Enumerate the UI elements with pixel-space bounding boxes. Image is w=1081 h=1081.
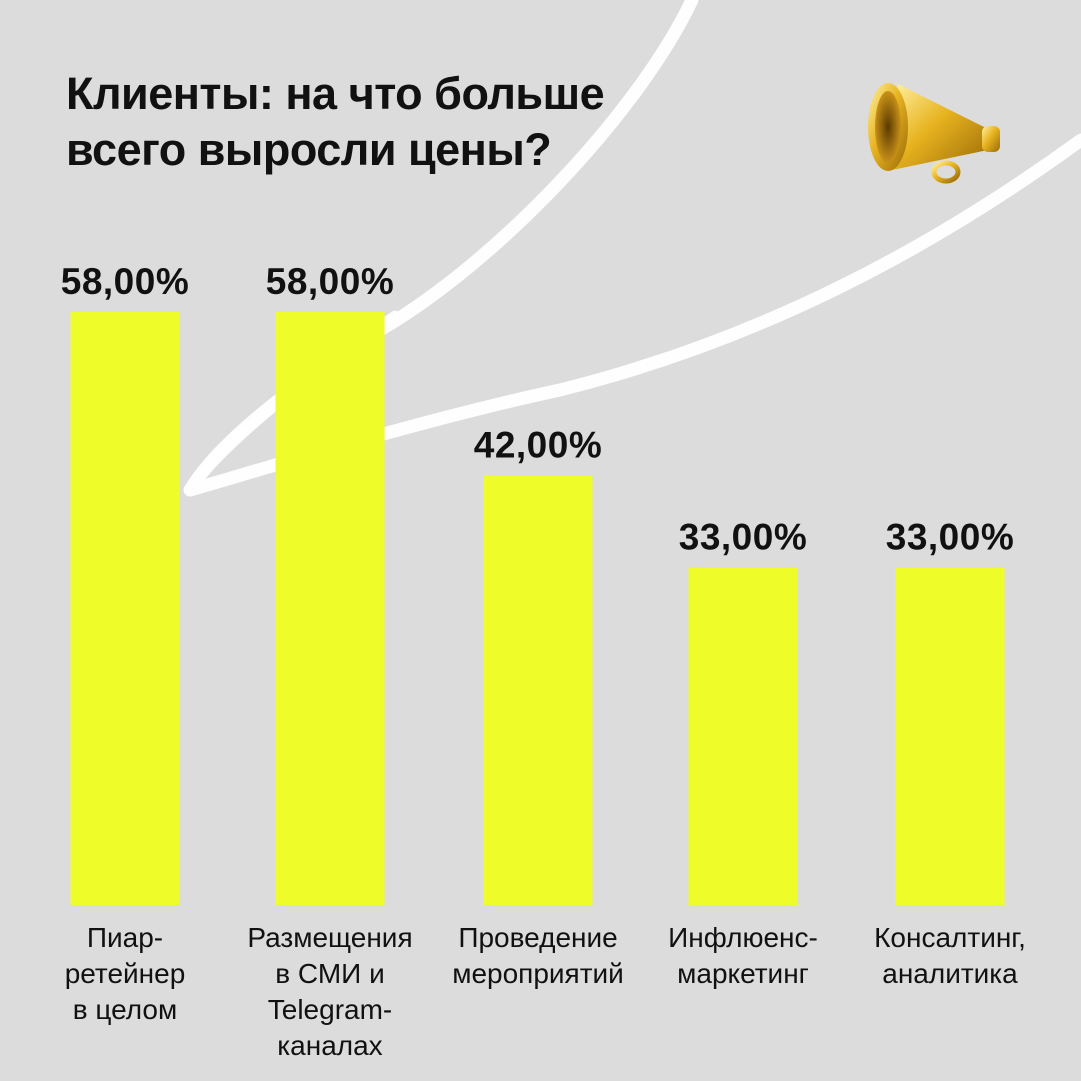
category-label-line: Пиар- — [86, 922, 164, 953]
title-line-1: Клиенты: на что больше — [66, 68, 605, 119]
category-label-2: Размещения в СМИ и Telegram-каналах — [230, 920, 430, 1064]
bar-value-label-3: 42,00% — [474, 425, 603, 466]
bar-value-label-1: 58,00% — [61, 261, 190, 302]
megaphone-icon — [868, 83, 1000, 184]
category-label-1: Пиар-ретейнер в целом — [25, 920, 225, 1028]
bar-value-label-2: 58,00% — [266, 261, 395, 302]
bar-2 — [275, 312, 385, 905]
category-label-line: Консалтинг, — [874, 922, 1026, 953]
category-label-line: Размещения — [247, 922, 413, 953]
category-label-3: Проведение мероприятий — [438, 920, 638, 992]
category-label-4: Инфлюенс-маркетинг — [643, 920, 843, 992]
category-label-line: Проведение — [458, 922, 618, 953]
category-label-line: Telegram- — [267, 994, 393, 1025]
category-label-line: ретейнер — [64, 958, 186, 989]
title-line-2: всего выросли цены? — [66, 124, 552, 175]
category-label-line: в целом — [72, 994, 178, 1025]
category-label-line: Инфлюенс- — [668, 922, 818, 953]
category-label-line: аналитика — [882, 958, 1018, 989]
category-label-line: в СМИ и — [275, 958, 385, 989]
bar-5 — [895, 567, 1005, 905]
page-title: Клиенты: на что больше всего выросли цен… — [66, 66, 706, 178]
bar-value-label-5: 33,00% — [886, 517, 1015, 558]
category-label-line: мероприятий — [452, 958, 624, 989]
bar-3 — [483, 475, 593, 905]
category-label-line: маркетинг — [677, 958, 809, 989]
bar-4 — [688, 567, 798, 905]
bar-value-label-4: 33,00% — [679, 517, 808, 558]
category-label-line: каналах — [277, 1030, 383, 1061]
bar-1 — [70, 312, 180, 905]
category-label-5: Консалтинг, аналитика — [850, 920, 1050, 992]
